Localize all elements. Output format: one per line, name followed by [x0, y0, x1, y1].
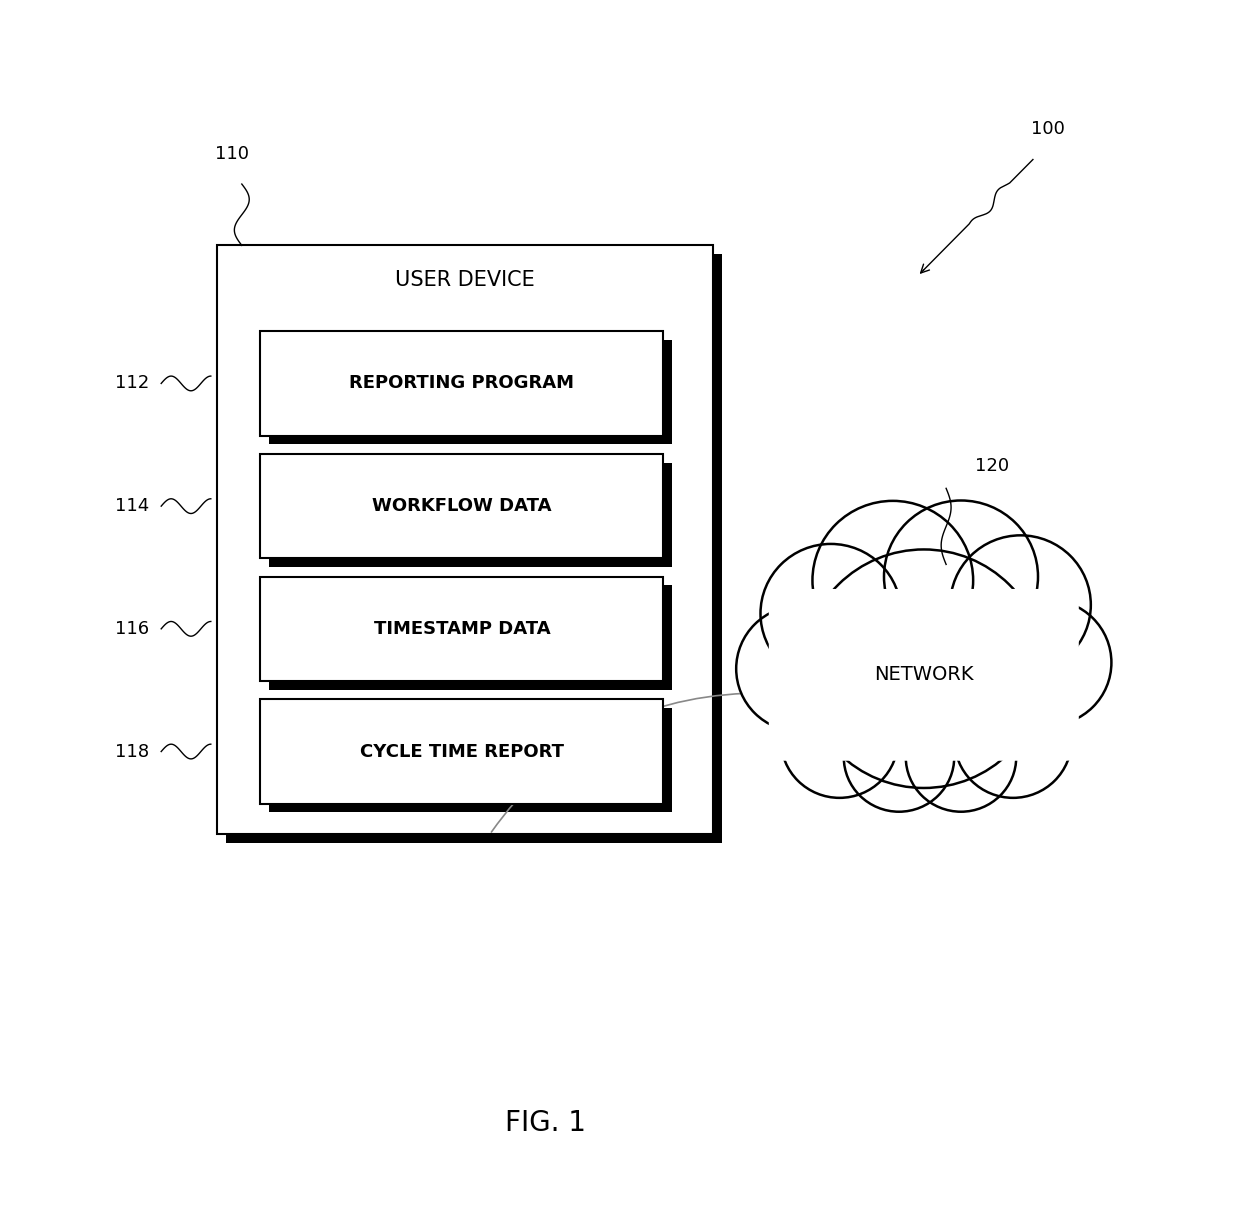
- Text: 114: 114: [114, 497, 149, 515]
- FancyBboxPatch shape: [269, 585, 672, 690]
- Circle shape: [985, 600, 1111, 725]
- Circle shape: [884, 501, 1038, 653]
- Text: 112: 112: [114, 374, 149, 393]
- Text: 120: 120: [975, 458, 1009, 475]
- Circle shape: [781, 682, 898, 798]
- Circle shape: [950, 535, 1091, 675]
- Text: TIMESTAMP DATA: TIMESTAMP DATA: [373, 620, 551, 638]
- Circle shape: [737, 606, 863, 731]
- Text: USER DEVICE: USER DEVICE: [396, 270, 534, 290]
- FancyBboxPatch shape: [269, 463, 672, 567]
- Text: 110: 110: [215, 145, 249, 163]
- Circle shape: [812, 501, 973, 660]
- FancyBboxPatch shape: [260, 699, 663, 804]
- FancyBboxPatch shape: [260, 577, 663, 681]
- Circle shape: [760, 544, 901, 683]
- FancyBboxPatch shape: [260, 454, 663, 558]
- Circle shape: [843, 702, 955, 812]
- FancyBboxPatch shape: [217, 245, 713, 834]
- Text: WORKFLOW DATA: WORKFLOW DATA: [372, 497, 552, 515]
- FancyBboxPatch shape: [226, 254, 722, 843]
- Text: 100: 100: [1030, 120, 1065, 137]
- Text: 118: 118: [114, 742, 149, 761]
- Text: REPORTING PROGRAM: REPORTING PROGRAM: [350, 374, 574, 393]
- Circle shape: [905, 702, 1017, 812]
- FancyBboxPatch shape: [269, 340, 672, 444]
- FancyBboxPatch shape: [260, 331, 663, 436]
- Circle shape: [955, 682, 1071, 798]
- Text: NETWORK: NETWORK: [874, 665, 973, 685]
- Text: 116: 116: [114, 620, 149, 638]
- Circle shape: [804, 550, 1044, 788]
- FancyBboxPatch shape: [269, 708, 672, 812]
- Text: CYCLE TIME REPORT: CYCLE TIME REPORT: [360, 742, 564, 761]
- Text: FIG. 1: FIG. 1: [505, 1109, 587, 1136]
- FancyBboxPatch shape: [769, 589, 1079, 761]
